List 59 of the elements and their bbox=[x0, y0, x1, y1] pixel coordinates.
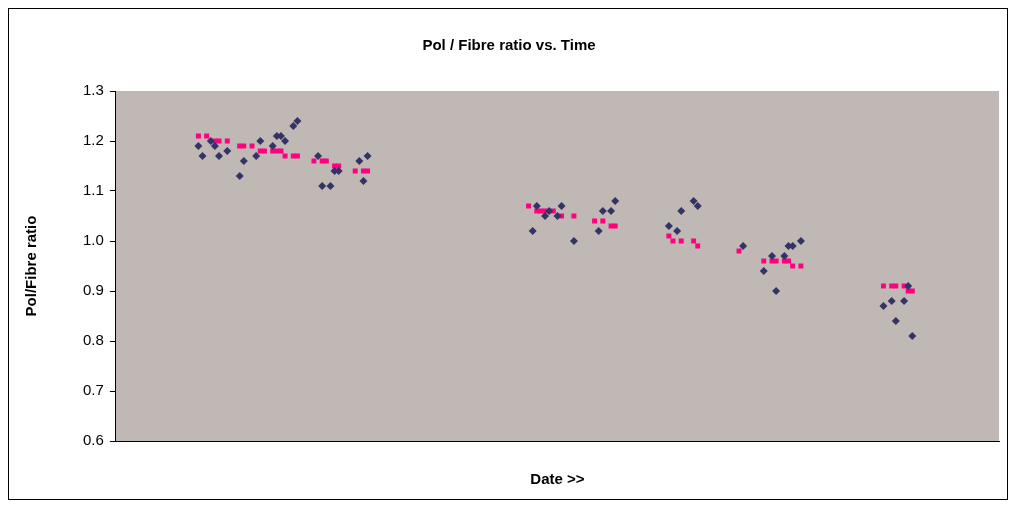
point bbox=[908, 332, 917, 340]
point bbox=[611, 197, 620, 205]
y-tick-label: 0.9 bbox=[82, 281, 104, 299]
point bbox=[780, 252, 789, 260]
point bbox=[739, 242, 748, 250]
point bbox=[891, 317, 900, 325]
point bbox=[598, 207, 607, 215]
chart-title: Pol / Fibre ratio vs. Time bbox=[422, 36, 596, 54]
point bbox=[268, 142, 277, 150]
point bbox=[318, 182, 327, 190]
point bbox=[879, 302, 888, 310]
point bbox=[198, 152, 207, 160]
point bbox=[210, 142, 219, 150]
y-tick-label: 1.0 bbox=[82, 231, 104, 249]
point bbox=[569, 237, 578, 245]
point bbox=[693, 202, 702, 210]
y-tick-label: 0.8 bbox=[82, 331, 104, 349]
point bbox=[759, 267, 768, 275]
point bbox=[689, 197, 698, 205]
point bbox=[314, 152, 323, 160]
y-tick-label: 0.7 bbox=[82, 381, 104, 399]
point bbox=[557, 202, 566, 210]
point bbox=[289, 122, 298, 130]
point bbox=[532, 202, 541, 210]
point bbox=[256, 137, 265, 145]
point bbox=[206, 137, 215, 145]
y-tick-label: 1.1 bbox=[82, 181, 104, 199]
point bbox=[528, 227, 537, 235]
point bbox=[545, 207, 554, 215]
point bbox=[355, 157, 364, 165]
point bbox=[887, 297, 896, 305]
point bbox=[239, 157, 248, 165]
y-tick-label: 0.6 bbox=[82, 431, 104, 449]
point bbox=[223, 147, 232, 155]
point bbox=[900, 297, 909, 305]
point bbox=[673, 227, 682, 235]
point bbox=[235, 172, 244, 180]
point bbox=[796, 237, 805, 245]
point bbox=[772, 287, 781, 295]
point bbox=[281, 137, 290, 145]
y-axis-title: Pol/Fibre ratio bbox=[22, 215, 40, 317]
point bbox=[293, 117, 302, 125]
point bbox=[359, 177, 368, 185]
y-tick-label: 1.3 bbox=[82, 81, 104, 99]
point bbox=[215, 152, 224, 160]
point bbox=[541, 212, 550, 220]
x-axis-title: Date >> bbox=[530, 470, 585, 488]
point bbox=[594, 227, 603, 235]
point bbox=[904, 282, 913, 290]
point bbox=[664, 222, 673, 230]
point bbox=[553, 212, 562, 220]
point bbox=[363, 152, 372, 160]
point bbox=[194, 142, 203, 150]
point bbox=[677, 207, 686, 215]
point bbox=[252, 152, 261, 160]
point bbox=[607, 207, 616, 215]
point bbox=[326, 182, 335, 190]
point bbox=[768, 252, 777, 260]
y-tick-label: 1.2 bbox=[82, 131, 104, 149]
